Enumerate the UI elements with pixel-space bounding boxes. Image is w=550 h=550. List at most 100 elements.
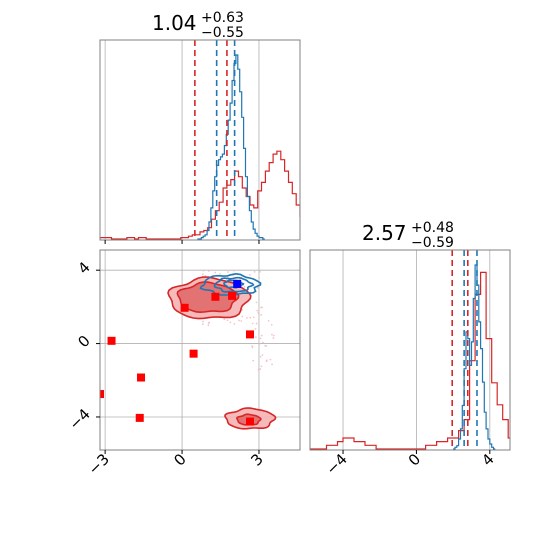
red-square-marker [135, 413, 144, 422]
sample-dot [254, 327, 257, 330]
param1-title-value: 1.04 [152, 11, 197, 35]
sample-dot [252, 359, 255, 362]
param1-title-minus: −0.55 [201, 25, 244, 41]
joint-data [100, 269, 277, 430]
sample-dot [270, 323, 273, 326]
blue-contour-level [199, 272, 262, 296]
sample-dot [251, 345, 253, 348]
hist-param2-x-tick-label: 4 [478, 450, 497, 469]
sample-dot [259, 270, 261, 273]
sample-dot [260, 334, 263, 337]
param2-title-value: 2.57 [362, 221, 407, 245]
hist-param1-blue-series [197, 54, 265, 240]
sample-dot [202, 269, 205, 272]
sample-dot [271, 333, 273, 336]
sample-dot [243, 285, 246, 288]
red-square-marker [189, 349, 198, 358]
sample-dot [204, 274, 207, 277]
sample-dot [240, 320, 243, 322]
sample-dot [258, 276, 261, 279]
joint-frame [99, 249, 301, 451]
sample-dot [256, 309, 259, 312]
sample-dot [226, 319, 229, 322]
joint-y-tick-label: −4 [65, 405, 93, 433]
sample-dot [260, 313, 263, 316]
sample-dot [201, 323, 204, 325]
sample-dot [223, 318, 226, 321]
sample-dot [227, 271, 229, 273]
sample-dot [246, 317, 248, 319]
sample-dot [261, 306, 263, 309]
sample-dot [207, 322, 210, 325]
sample-dot [256, 287, 259, 289]
sample-dot [251, 322, 254, 325]
sample-dot [272, 334, 275, 337]
joint-grid [100, 250, 300, 450]
sample-dot [214, 271, 217, 274]
red-square-marker [100, 390, 104, 399]
hist-param2-x-tick-label: −4 [322, 450, 350, 478]
blue-contour-level [213, 276, 255, 293]
hist-param1-data [100, 40, 300, 240]
sample-dot [269, 358, 272, 361]
hist-param1-ticks [104, 240, 260, 244]
sample-dot [241, 308, 244, 311]
sample-dot [261, 354, 264, 356]
sample-dot [258, 368, 260, 371]
hist-param1-panel [99, 39, 301, 244]
sample-dot [271, 363, 273, 366]
hist-param2-red-series [310, 271, 510, 450]
joint-panel: −3 0 3 4 0 −4 [65, 249, 301, 478]
red-contour-main-inner [176, 281, 240, 314]
hist-param2-panel: −4 0 4 [309, 249, 511, 478]
hist-param1-red-series [100, 150, 300, 240]
sample-dot [266, 359, 268, 362]
hist-param1-grid [104, 40, 260, 240]
hist-param2-x-tick-label: 0 [405, 450, 424, 469]
sample-dot [257, 311, 260, 314]
joint-y-tick-label: 4 [74, 258, 93, 277]
joint-x-tick-label: 3 [247, 450, 266, 469]
sample-dot [238, 319, 240, 322]
sample-dot [233, 323, 236, 325]
red-square-marker [180, 303, 189, 312]
sample-dot [255, 322, 258, 325]
hist-param2-frame [309, 249, 511, 451]
sample-dot [259, 355, 262, 358]
joint-x-tick-label: −3 [85, 450, 113, 478]
red-square-marker [228, 291, 237, 300]
sample-dot [261, 341, 264, 344]
red-square-marker [211, 292, 220, 301]
hist-param2-ticks: −4 0 4 [322, 450, 498, 478]
sample-dot [252, 316, 255, 319]
red-square-marker [107, 336, 116, 345]
param2-title: 2.57 +0.48 −0.59 [362, 220, 454, 251]
sample-dot [219, 273, 221, 275]
sample-dot [264, 344, 267, 347]
hist-param2-grid [342, 250, 491, 450]
param1-title-plus: +0.63 [201, 10, 244, 26]
hist-param2-data [310, 250, 510, 450]
red-square-marker [137, 373, 146, 382]
sample-dot [255, 336, 257, 339]
sample-dot [255, 301, 258, 304]
sample-dot [207, 270, 210, 272]
sample-dot [249, 273, 251, 276]
sample-dot [267, 319, 270, 322]
sample-dot [258, 343, 261, 346]
sample-dot [253, 271, 256, 273]
hist-param2-blue-series [453, 264, 496, 450]
sample-dot [260, 365, 263, 368]
blue-square-marker [233, 279, 242, 288]
hist-param1-frame [99, 39, 301, 241]
param2-title-minus: −0.59 [411, 235, 454, 251]
sample-dot [201, 273, 204, 276]
param2-title-plus: +0.48 [411, 220, 454, 236]
sample-dot [229, 321, 232, 324]
red-square-marker [246, 330, 254, 339]
sample-dot [232, 269, 235, 272]
sample-dot [207, 324, 210, 327]
sample-dot [272, 337, 275, 339]
param1-title: 1.04 +0.63 −0.55 [152, 10, 244, 41]
